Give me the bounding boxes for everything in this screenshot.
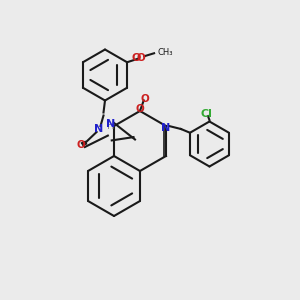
Text: N: N [106,118,115,129]
Text: H: H [107,121,115,131]
Text: N: N [94,124,103,134]
Text: CH₃: CH₃ [158,48,173,57]
Text: O: O [132,53,141,64]
Text: Cl: Cl [200,109,212,119]
Text: N: N [161,122,171,133]
Text: O: O [140,94,149,104]
Text: O: O [76,140,85,151]
Text: O: O [136,53,145,63]
Text: O: O [136,104,144,115]
